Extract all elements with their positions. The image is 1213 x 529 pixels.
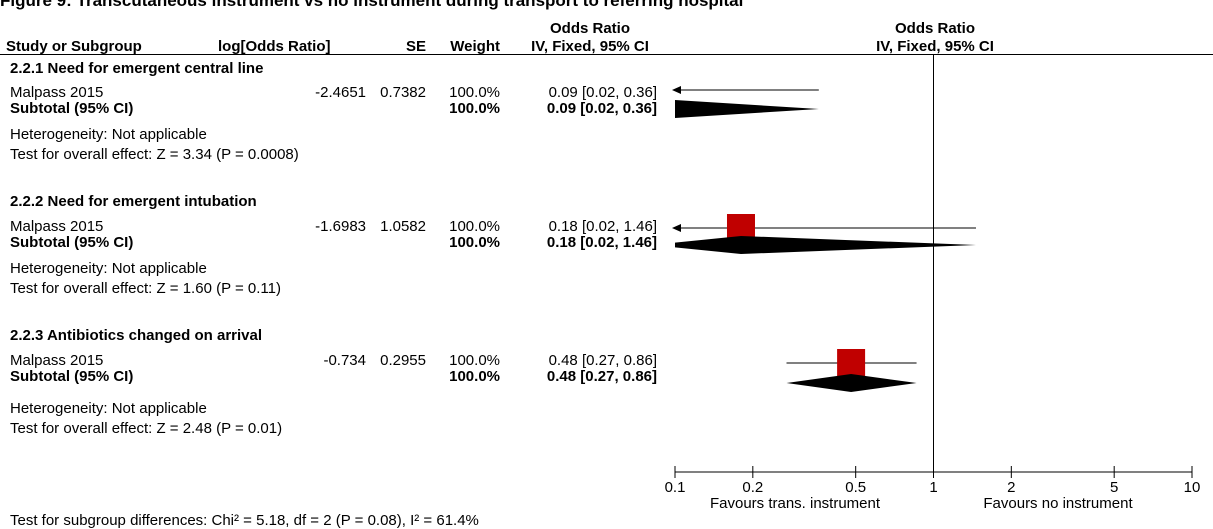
subtotal-ci-text: 0.48 [0.27, 0.86]	[546, 368, 657, 385]
study-se: 0.7382	[380, 84, 426, 101]
subtotal-ci-text: 0.18 [0.02, 1.46]	[546, 234, 657, 251]
or-header-top: Odds Ratio	[549, 20, 630, 37]
weight-column-header: Weight	[450, 38, 500, 55]
x-tick-label: 1	[929, 479, 937, 496]
subtotal-diamond	[675, 236, 976, 254]
heterogeneity-text: Heterogeneity: Not applicable	[10, 400, 207, 417]
ci-arrow-left	[672, 224, 681, 232]
study-column-header: Study or Subgroup	[6, 38, 142, 55]
plot-header-top: Odds Ratio	[894, 20, 975, 37]
study-name: Malpass 2015	[10, 84, 104, 101]
overall-effect-text: Test for overall effect: Z = 3.34 (P = 0…	[10, 146, 299, 163]
subtotal-diamond	[675, 100, 819, 118]
study-weight: 100.0%	[449, 352, 500, 369]
plot-header-bottom: IV, Fixed, 95% CI	[876, 38, 994, 55]
subtotal-label: Subtotal (95% CI)	[10, 100, 134, 117]
study-ci-text: 0.09 [0.02, 0.36]	[548, 84, 657, 101]
subgroup-title: 2.2.3 Antibiotics changed on arrival	[10, 327, 263, 344]
study-se: 0.2955	[380, 352, 426, 369]
overall-effect-text: Test for overall effect: Z = 1.60 (P = 0…	[10, 280, 281, 297]
study-ci-text: 0.48 [0.27, 0.86]	[548, 352, 657, 369]
ci-arrow-left	[672, 86, 681, 94]
x-tick-label: 5	[1110, 479, 1118, 496]
study-log-or: -2.4651	[315, 84, 366, 101]
or-column-header: IV, Fixed, 95% CI	[531, 38, 649, 55]
heterogeneity-text: Heterogeneity: Not applicable	[10, 126, 207, 143]
heterogeneity-text: Heterogeneity: Not applicable	[10, 260, 207, 277]
subtotal-weight: 100.0%	[449, 234, 500, 251]
x-tick-label: 0.1	[665, 479, 686, 496]
study-name: Malpass 2015	[10, 218, 104, 235]
subtotal-weight: 100.0%	[449, 100, 500, 117]
header-rule	[0, 54, 1213, 55]
subtotal-label: Subtotal (95% CI)	[10, 368, 134, 385]
log-or-column-header: log[Odds Ratio]	[218, 38, 331, 55]
subtotal-weight: 100.0%	[449, 368, 500, 385]
subtotal-diamond	[786, 374, 917, 392]
figure-caption: Figure 9: Transcutaneous instrument vs n…	[0, 0, 744, 10]
study-log-or: -0.734	[323, 352, 366, 369]
study-name: Malpass 2015	[10, 352, 104, 369]
study-weight: 100.0%	[449, 218, 500, 235]
study-log-or: -1.6983	[315, 218, 366, 235]
subgroup-title: 2.2.1 Need for emergent central line	[10, 60, 264, 77]
x-tick-label: 10	[1184, 479, 1201, 496]
subtotal-label: Subtotal (95% CI)	[10, 234, 134, 251]
subgroup-title: 2.2.2 Need for emergent intubation	[10, 193, 257, 210]
subtotal-ci-text: 0.09 [0.02, 0.36]	[546, 100, 657, 117]
study-se: 1.0582	[380, 218, 426, 235]
se-column-header: SE	[405, 38, 426, 55]
favours-right-label: Favours no instrument	[983, 495, 1133, 512]
x-tick-label: 2	[1007, 479, 1015, 496]
study-weight: 100.0%	[449, 84, 500, 101]
study-ci-text: 0.18 [0.02, 1.46]	[548, 218, 657, 235]
x-tick-label: 0.2	[742, 479, 763, 496]
favours-left-label: Favours trans. instrument	[710, 495, 881, 512]
x-tick-label: 0.5	[845, 479, 866, 496]
study-box	[837, 349, 866, 377]
overall-effect-text: Test for overall effect: Z = 2.48 (P = 0…	[10, 420, 283, 437]
